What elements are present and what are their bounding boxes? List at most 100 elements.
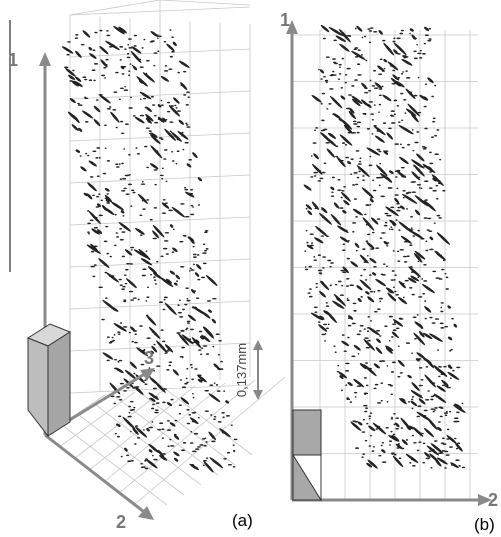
speck: [400, 372, 403, 374]
speck: [197, 446, 201, 448]
speck: [366, 241, 376, 250]
speck: [205, 390, 210, 392]
speck: [213, 397, 216, 399]
speck: [314, 311, 317, 313]
speck: [190, 189, 193, 191]
speck: [377, 308, 381, 310]
speck: [82, 29, 91, 38]
speck: [116, 166, 119, 168]
speck: [123, 148, 125, 150]
speck: [341, 389, 343, 391]
speck: [187, 322, 190, 324]
speck: [124, 48, 126, 50]
speck: [394, 279, 396, 281]
speck: [398, 121, 401, 123]
speck: [150, 219, 153, 221]
speck: [436, 198, 438, 200]
speck: [421, 379, 424, 381]
speck: [346, 398, 350, 400]
speck: [184, 187, 186, 189]
speck: [146, 60, 150, 62]
speck: [189, 193, 193, 195]
speck: [414, 58, 418, 60]
speck: [64, 67, 68, 69]
speck: [352, 208, 363, 217]
speck: [442, 190, 445, 192]
speck: [210, 414, 212, 416]
speck: [322, 217, 324, 219]
speck: [357, 122, 361, 124]
speck: [376, 428, 378, 430]
speck: [401, 167, 405, 169]
speck: [69, 80, 72, 82]
speck: [310, 233, 314, 235]
speck: [216, 333, 220, 335]
speck: [390, 431, 392, 433]
speck: [329, 88, 333, 90]
speck: [306, 208, 308, 210]
speck: [194, 271, 200, 277]
speck: [114, 245, 117, 247]
speck: [339, 66, 341, 68]
speck: [362, 453, 365, 455]
speck: [179, 241, 183, 243]
speck: [370, 204, 372, 206]
speck: [370, 320, 372, 322]
speck: [94, 246, 98, 248]
speck: [397, 105, 400, 107]
speck: [435, 318, 439, 320]
speck: [370, 435, 372, 437]
speck: [355, 396, 357, 398]
speck: [331, 195, 334, 197]
speck: [223, 390, 225, 392]
speck: [307, 210, 313, 216]
speck: [362, 113, 366, 115]
speck: [81, 104, 83, 106]
speck: [435, 185, 438, 187]
speck: [179, 81, 188, 90]
speck: [128, 38, 132, 40]
speck: [183, 71, 186, 73]
speck: [401, 119, 403, 121]
speck: [146, 127, 150, 129]
speck: [406, 77, 410, 79]
speck: [388, 384, 392, 386]
caption: (a): [232, 511, 253, 530]
speck: [348, 325, 352, 327]
speck: [87, 155, 89, 157]
speck: [110, 256, 112, 258]
speck: [144, 383, 147, 385]
speck: [121, 190, 125, 192]
speck: [344, 125, 346, 127]
speck: [340, 160, 344, 162]
speck: [403, 297, 405, 299]
speck: [88, 160, 98, 168]
speck: [363, 269, 366, 271]
speck: [188, 414, 191, 416]
speck: [130, 247, 134, 249]
speck: [417, 277, 419, 279]
speck: [106, 35, 110, 37]
speck: [190, 329, 194, 331]
speck: [358, 168, 362, 170]
speck: [149, 162, 159, 170]
speck: [192, 393, 194, 395]
speck: [330, 186, 335, 191]
speck: [449, 411, 451, 413]
speck: [352, 222, 356, 224]
speck: [110, 201, 124, 212]
speck: [174, 434, 177, 436]
speck: [357, 74, 362, 76]
speck: [162, 168, 164, 170]
speck: [435, 250, 441, 257]
speck: [388, 187, 390, 189]
speck: [393, 197, 399, 204]
speck: [74, 50, 82, 59]
speck: [94, 63, 98, 65]
speck: [121, 132, 124, 134]
speck: [206, 248, 209, 250]
speck: [357, 132, 360, 134]
axis-label: 1: [8, 50, 18, 70]
speck: [447, 429, 449, 431]
speck: [171, 151, 173, 153]
